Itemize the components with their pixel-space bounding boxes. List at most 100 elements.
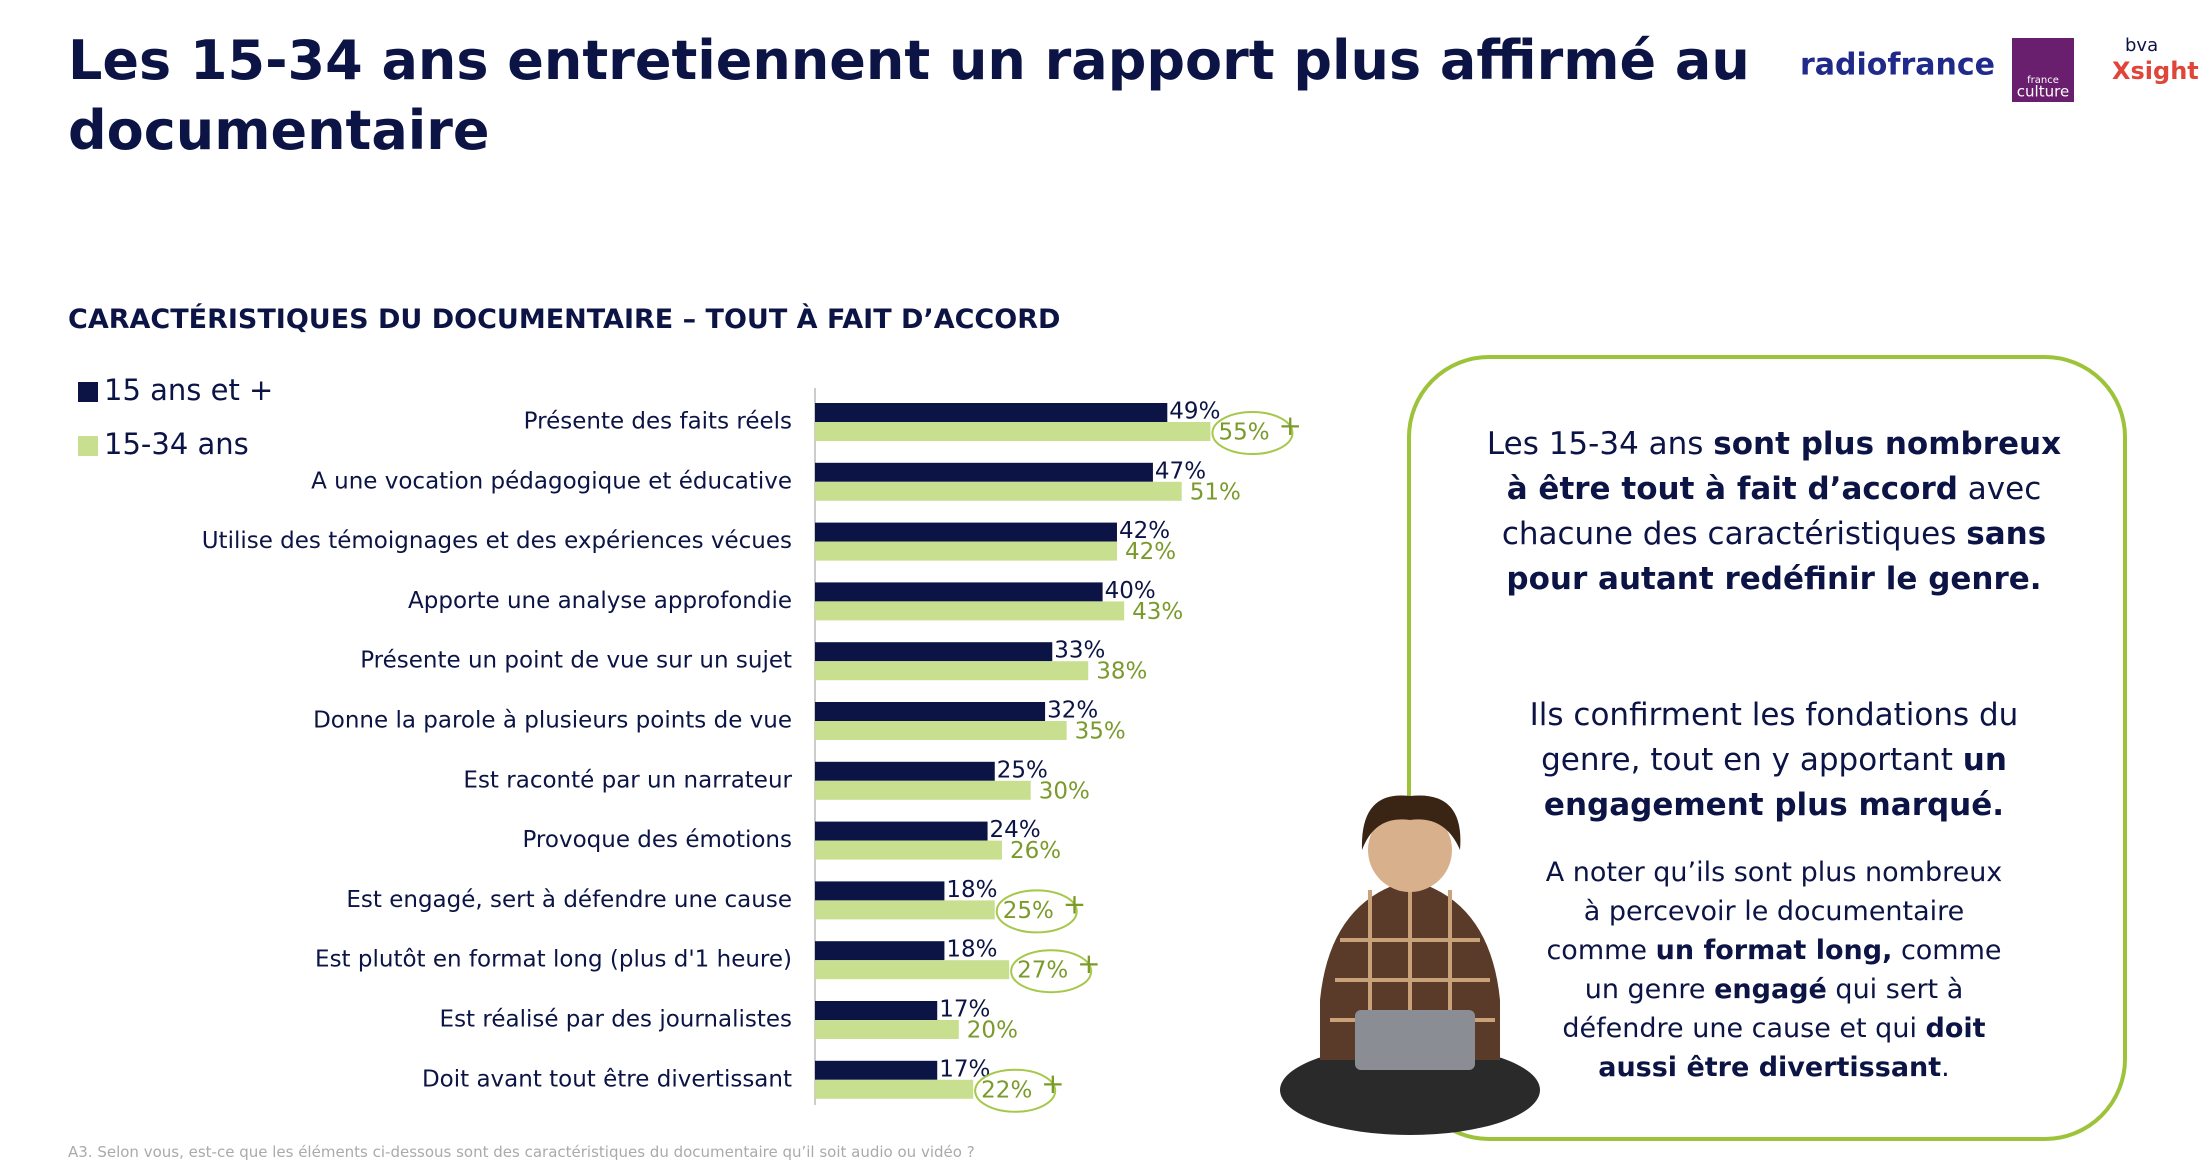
bar: [815, 522, 1117, 542]
value-label: 25%: [1003, 898, 1054, 924]
value-label: 47%: [1155, 458, 1206, 484]
logo-xsight: Xsight: [2112, 57, 2199, 85]
highlight-ring: [1211, 411, 1294, 455]
bar: [815, 1020, 959, 1039]
value-label: 18%: [946, 937, 997, 963]
value-label: 38%: [1096, 659, 1147, 685]
category-label: Présente des faits réels: [524, 409, 792, 435]
value-label: 40%: [1105, 578, 1156, 604]
callout-bold: un engagement plus marqué.: [1543, 742, 2018, 823]
bar: [815, 761, 995, 781]
value-label: 17%: [939, 997, 990, 1023]
bar: [815, 702, 1046, 721]
title: Les 15-34 ans entretiennent un rapport p…: [68, 26, 1750, 166]
highlight-ring: [1010, 949, 1093, 994]
callout-text: avec chacune des caractéristiques: [1501, 471, 2052, 552]
bar: [815, 1001, 938, 1020]
callout-bold: engagé: [1714, 974, 1827, 1005]
bar: [815, 840, 1002, 860]
footnote: A3. Selon vous, est-ce que les éléments …: [68, 1143, 975, 1161]
logo-radiofrance: radiofrance: [1800, 48, 1995, 83]
legend-swatch: [78, 382, 98, 402]
callout-text: Ils confirment les fondations du genre, …: [1529, 697, 2029, 778]
value-label: 30%: [1039, 778, 1090, 804]
bar: [815, 941, 945, 961]
callout-paragraph: Les 15-34 ans sont plus nombreux à être …: [1484, 422, 2064, 602]
callout-text: .: [1941, 1052, 1950, 1083]
callout-paragraph: A noter qu’ils sont plus nombreux à perc…: [1539, 853, 2009, 1087]
callout-text: qui sert à défendre une cause et qui: [1562, 974, 1972, 1044]
bar: [815, 1060, 938, 1080]
highlight-marker: +: [1278, 409, 1301, 442]
value-label: 43%: [1132, 599, 1183, 625]
value-label: 20%: [967, 1018, 1018, 1044]
logo-culture: culture: [2017, 83, 2069, 101]
value-label: 18%: [946, 877, 997, 903]
legend-label: 15 ans et +: [104, 373, 273, 407]
bar: [815, 960, 1010, 980]
callout-text: A noter qu’ils sont plus nombreux à perc…: [1545, 857, 2011, 966]
bar: [815, 661, 1089, 681]
legend-swatch: [78, 436, 98, 456]
value-label: 51%: [1190, 479, 1241, 505]
logo-culture-bg: [2012, 38, 2074, 102]
value-label: 27%: [1017, 958, 1068, 984]
bar: [815, 900, 995, 920]
value-label: 49%: [1169, 399, 1220, 425]
category-label: Est engagé, sert à défendre une cause: [346, 887, 792, 913]
legend-label: 15-34 ans: [104, 427, 249, 461]
bar: [815, 481, 1182, 501]
bar: [815, 403, 1168, 422]
value-label: 33%: [1054, 638, 1105, 664]
bar: [815, 1079, 974, 1099]
highlight-marker: +: [1077, 947, 1100, 980]
callout-text: Les 15-34 ans: [1486, 426, 1714, 462]
value-label: 42%: [1125, 539, 1176, 565]
callout-text: comme un genre: [1584, 935, 2011, 1005]
callout-bold: doit aussi être divertissant: [1598, 1013, 1995, 1083]
category-label: Donne la parole à plusieurs points de vu…: [313, 708, 792, 734]
callout-bold: un format long,: [1655, 935, 1893, 966]
logo-bva: bva: [2125, 35, 2158, 56]
category-label: Est raconté par un narrateur: [463, 767, 792, 793]
category-label: Utilise des témoignages et des expérienc…: [202, 528, 792, 554]
title-line: Les 15-34 ans entretiennent un rapport p…: [68, 29, 1750, 92]
bar: [815, 462, 1153, 482]
bar: [815, 881, 945, 901]
callout-bold: sont plus nombreux à être tout à fait d’…: [1506, 426, 2072, 507]
highlight-marker: +: [1063, 887, 1086, 920]
bar: [815, 541, 1117, 561]
callout-paragraph: Ils confirment les fondations du genre, …: [1484, 693, 2064, 828]
callout-bold: sans pour autant redéfinir le genre.: [1506, 516, 2057, 597]
bar: [815, 780, 1031, 800]
category-label: Provoque des émotions: [522, 827, 792, 853]
category-label: Doit avant tout être divertissant: [422, 1066, 792, 1092]
category-label: A une vocation pédagogique et éducative: [311, 468, 792, 494]
value-label: 55%: [1218, 420, 1269, 446]
category-label: Est plutôt en format long (plus d'1 heur…: [315, 947, 792, 973]
highlight-marker: +: [1041, 1067, 1064, 1100]
title-line: documentaire: [68, 99, 490, 162]
value-label: 25%: [997, 757, 1048, 783]
bar: [815, 601, 1125, 621]
subtitle: CARACTÉRISTIQUES DU DOCUMENTAIRE – TOUT …: [68, 304, 1061, 335]
highlight-ring: [974, 1068, 1057, 1113]
bar: [815, 821, 988, 841]
value-label: 24%: [990, 817, 1041, 843]
value-label: 35%: [1075, 719, 1126, 745]
highlight-ring: [995, 889, 1078, 934]
logo-france: france: [2027, 75, 2059, 86]
callout-box: [1407, 355, 2127, 1141]
value-label: 42%: [1119, 518, 1170, 544]
bar: [815, 642, 1053, 662]
category-label: Est réalisé par des journalistes: [440, 1007, 792, 1033]
value-label: 26%: [1010, 838, 1061, 864]
bar: [815, 422, 1211, 441]
person-illustration: [1280, 795, 1540, 1135]
value-label: 22%: [981, 1077, 1032, 1103]
value-label: 32%: [1047, 698, 1098, 724]
bar: [815, 582, 1103, 602]
category-label: Présente un point de vue sur un sujet: [360, 648, 792, 674]
